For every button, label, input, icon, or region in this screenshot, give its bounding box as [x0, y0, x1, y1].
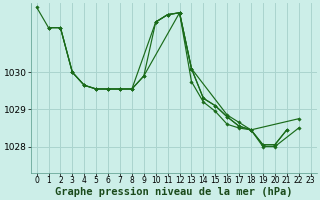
- X-axis label: Graphe pression niveau de la mer (hPa): Graphe pression niveau de la mer (hPa): [55, 186, 292, 197]
